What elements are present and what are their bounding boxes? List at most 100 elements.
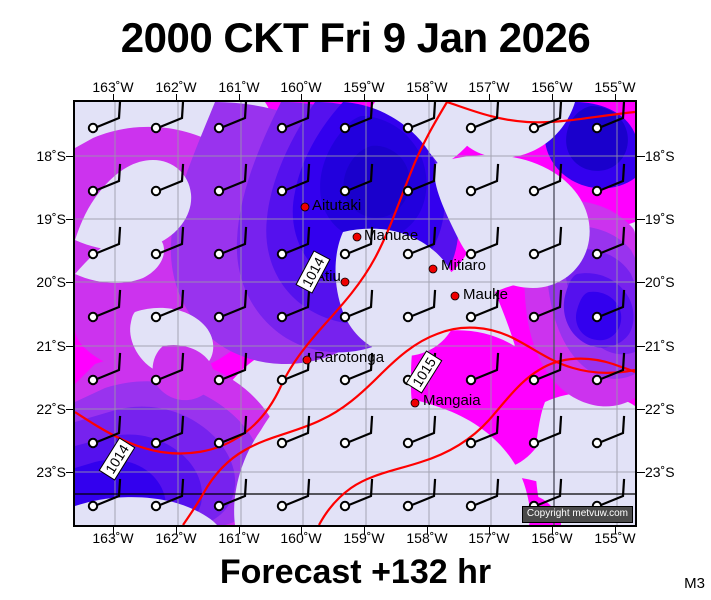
lat-tick-right-5 [637, 472, 645, 473]
wind-barb [87, 102, 122, 134]
wind-barb [87, 163, 122, 197]
wind-barb [528, 415, 563, 449]
lon-label-top-0: 163˚W [92, 79, 134, 95]
wind-barb [465, 415, 500, 449]
wind-barb [87, 289, 122, 323]
lat-tick-right-3 [637, 346, 645, 347]
wind-barb [339, 415, 374, 449]
lon-label-bottom-1: 162˚W [155, 530, 197, 546]
wind-barb [402, 163, 437, 197]
wind-barb [339, 289, 374, 323]
wind-barb [276, 415, 311, 449]
lon-tick-bottom-3 [301, 527, 302, 534]
wind-barb [87, 478, 122, 512]
island-marker[interactable]: Mauke [450, 286, 508, 303]
lon-label-top-7: 156˚W [531, 79, 573, 95]
lat-tick-left-2 [66, 282, 74, 283]
lon-tick-top-7 [552, 94, 553, 101]
wind-barb [87, 352, 122, 386]
island-marker[interactable]: Manuae [352, 227, 418, 244]
wind-barb [213, 415, 248, 449]
island-label: Mangaia [423, 392, 481, 409]
wind-barb [213, 352, 248, 386]
island-dot [340, 277, 350, 287]
wind-barb [150, 352, 185, 386]
wind-barb [213, 163, 248, 197]
lon-label-top-8: 155˚W [594, 79, 636, 95]
island-markers: AitutakiManuaeAtiuMitiaroMaukeRarotongaM… [300, 197, 508, 409]
wind-barb [339, 226, 374, 260]
wind-barb [150, 289, 185, 323]
model-tag: M3 [684, 575, 705, 592]
wind-barb [87, 415, 122, 449]
lon-label-bottom-0: 163˚W [92, 530, 134, 546]
island-marker[interactable]: Mangaia [410, 392, 481, 409]
lon-tick-top-0 [113, 94, 114, 101]
wind-barb [213, 102, 248, 134]
wind-barb [276, 226, 311, 260]
lat-label-left-2: 20˚S [36, 274, 66, 290]
lat-tick-right-2 [637, 282, 645, 283]
wind-barb [276, 289, 311, 323]
island-dot [302, 355, 312, 365]
wind-barb [87, 226, 122, 260]
lat-label-left-3: 21˚S [36, 338, 66, 354]
lon-label-top-4: 159˚W [343, 79, 385, 95]
lon-tick-top-8 [615, 94, 616, 101]
lat-label-right-4: 22˚S [645, 401, 675, 417]
lat-tick-left-5 [66, 472, 74, 473]
isobars [75, 102, 635, 525]
wind-barb [402, 478, 437, 512]
lon-tick-top-6 [489, 94, 490, 101]
island-dot [450, 291, 460, 301]
lon-label-bottom-8: 155˚W [594, 530, 636, 546]
wind-barb [402, 289, 437, 323]
lon-tick-bottom-1 [176, 527, 177, 534]
island-dot [300, 202, 310, 212]
lon-tick-bottom-0 [113, 527, 114, 534]
lon-label-top-5: 158˚W [406, 79, 448, 95]
forecast-map[interactable]: Aitutaki Manuae Atiu Mitiaro Mauke Rarotonga M… [73, 100, 637, 527]
wind-barb [339, 352, 374, 386]
lon-label-top-3: 160˚W [280, 79, 322, 95]
wind-barb [339, 163, 374, 197]
lat-tick-right-4 [637, 409, 645, 410]
lat-label-left-1: 19˚S [36, 211, 66, 227]
lon-label-bottom-3: 160˚W [280, 530, 322, 546]
wind-barb [402, 102, 437, 134]
island-label: Mitiaro [441, 257, 486, 274]
wind-barb [465, 478, 500, 512]
lat-label-right-1: 19˚S [645, 211, 675, 227]
page-title: 2000 CKT Fri 9 Jan 2026 [120, 14, 591, 61]
island-marker[interactable]: Mitiaro [428, 257, 486, 274]
island-label: Mauke [463, 286, 508, 303]
lat-label-right-5: 23˚S [645, 464, 675, 480]
wind-barb [591, 289, 626, 323]
wind-barb [591, 102, 626, 134]
wind-barb [528, 226, 563, 260]
lon-tick-top-4 [364, 94, 365, 101]
forecast-subtitle: Forecast +132 hr [219, 553, 492, 591]
wind-barb [213, 478, 248, 512]
island-label: Rarotonga [314, 349, 385, 366]
island-label: Aitutaki [312, 197, 361, 214]
lon-label-top-6: 157˚W [468, 79, 510, 95]
lon-tick-top-1 [176, 94, 177, 101]
wind-barb [402, 226, 437, 260]
wind-barb [150, 102, 185, 134]
wind-barb [150, 226, 185, 260]
island-label: Manuae [364, 227, 418, 244]
lon-label-bottom-5: 158˚W [406, 530, 448, 546]
wind-barb [528, 102, 563, 134]
lat-tick-left-1 [66, 219, 74, 220]
island-marker[interactable]: Rarotonga [302, 349, 385, 366]
lon-tick-bottom-5 [427, 527, 428, 534]
island-marker[interactable]: Aitutaki [300, 197, 361, 214]
lat-tick-right-1 [637, 219, 645, 220]
wind-barb [339, 102, 374, 134]
lon-tick-top-3 [301, 94, 302, 101]
lon-label-bottom-6: 157˚W [468, 530, 510, 546]
lon-tick-bottom-2 [239, 527, 240, 534]
wind-barb [528, 352, 563, 386]
